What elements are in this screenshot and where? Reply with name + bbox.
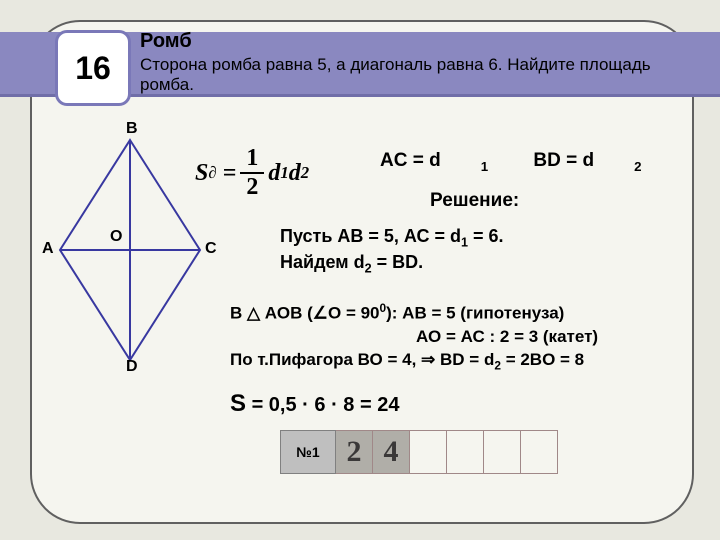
label-A: A [42, 240, 54, 258]
area-formula: S∂ = 12 d1d2 [195, 145, 309, 201]
answer-label: №1 [280, 430, 336, 474]
label-O: O [110, 228, 122, 246]
title: Ромб [140, 30, 670, 53]
label-B: B [126, 120, 138, 138]
answer-boxes: №1 2 4 [280, 430, 558, 474]
subtitle: Сторона ромба равна 5, а диагональ равна… [140, 55, 670, 96]
answer-digit [410, 430, 447, 474]
problem-number-badge: 16 [55, 30, 131, 106]
solution-step-1: Пусть АВ = 5, АС = d1 = 6. Найдем d2 = B… [280, 225, 504, 277]
solution-step-2: В △ АОВ (∠O = 900): АВ = 5 (гипотенуза) … [230, 300, 598, 373]
answer-digit: 4 [373, 430, 410, 474]
answer-digit [447, 430, 484, 474]
answer-digit [521, 430, 558, 474]
answer-digit [484, 430, 521, 474]
label-D: D [126, 358, 138, 376]
label-C: C [205, 240, 217, 258]
rhombus-diagram: B A C D O [50, 130, 210, 350]
answer-digit: 2 [336, 430, 373, 474]
solution-heading: Решение: [430, 190, 519, 212]
title-block: Ромб Сторона ромба равна 5, а диагональ … [140, 30, 670, 96]
diagonal-definitions: AC = d1 BD = d2 [380, 150, 682, 174]
final-answer-line: S = 0,5 · 6 · 8 = 24 [230, 390, 399, 418]
